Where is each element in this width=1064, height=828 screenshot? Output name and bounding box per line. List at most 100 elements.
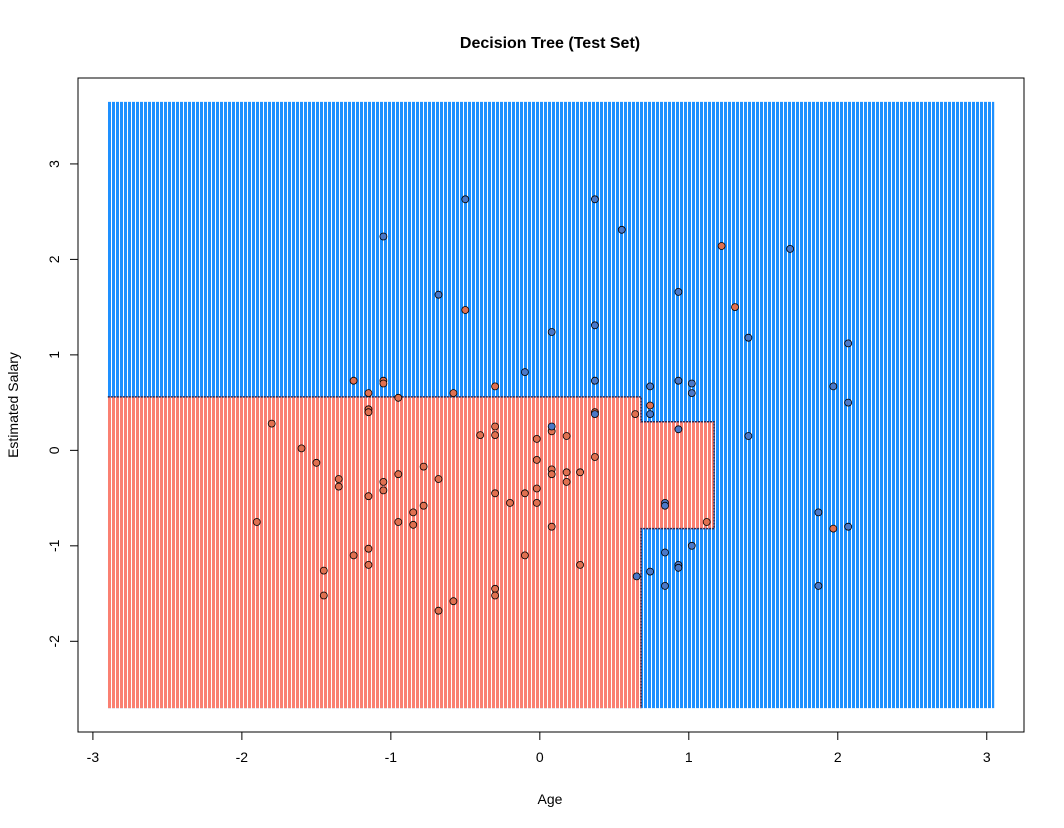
point-class-0: [409, 508, 418, 517]
point-class-0: [364, 492, 373, 501]
point-class-0: [419, 501, 428, 510]
point-class-0: [434, 475, 443, 483]
point-class-1: [461, 195, 470, 204]
point-class-0: [532, 455, 541, 464]
point-class-1: [814, 582, 823, 590]
point-class-0: [379, 477, 388, 486]
point-class-1: [646, 567, 654, 576]
point-class-0: [532, 484, 541, 493]
point-class-1: [829, 382, 838, 391]
plot-area: [107, 101, 995, 709]
point-class-1: [661, 582, 669, 590]
point-class-1: [844, 522, 853, 531]
x-axis-title: Age: [538, 791, 563, 807]
point-class-1: [632, 572, 641, 581]
point-class-0: [576, 561, 584, 569]
point-class-0: [394, 518, 403, 526]
point-class-1: [547, 422, 556, 431]
point-class-0: [267, 419, 276, 428]
point-class-0: [364, 408, 373, 417]
y-tick-label: -1: [46, 539, 62, 552]
point-class-0: [576, 468, 584, 477]
region-class-0-1: [641, 421, 715, 529]
point-class-1: [547, 328, 556, 336]
point-class-1: [434, 290, 443, 299]
point-class-0: [364, 389, 373, 398]
point-class-0: [349, 551, 358, 560]
point-class-1: [786, 244, 794, 253]
point-class-1: [674, 376, 683, 385]
point-class-0: [319, 566, 328, 575]
point-class-0: [491, 591, 500, 600]
point-class-0: [547, 522, 556, 531]
point-class-0: [631, 410, 640, 419]
point-class-1: [661, 548, 669, 557]
point-class-1: [591, 195, 599, 204]
y-axis: -2 -1 0 1 2 3: [46, 160, 79, 648]
point-class-1: [674, 425, 683, 434]
point-class-0: [349, 376, 358, 385]
x-tick-label: -3: [87, 749, 100, 765]
point-class-0: [297, 444, 306, 453]
x-tick-label: 2: [834, 749, 842, 765]
point-class-1: [646, 382, 654, 391]
point-class-1: [687, 379, 696, 388]
point-class-0: [491, 489, 500, 498]
point-class-0: [532, 434, 541, 443]
point-class-0: [379, 379, 388, 388]
point-class-1: [674, 287, 683, 296]
point-class-0: [434, 606, 443, 615]
x-axis: -3 -2 -1 0 1 2 3: [87, 731, 991, 765]
chart-title: Decision Tree (Test Set): [460, 35, 640, 52]
point-class-0: [562, 468, 571, 477]
point-class-0: [562, 477, 571, 486]
point-class-0: [491, 382, 500, 391]
point-class-0: [731, 303, 739, 312]
point-class-1: [591, 410, 599, 419]
point-class-0: [547, 470, 556, 479]
point-class-0: [506, 498, 514, 507]
x-tick-label: 3: [983, 749, 991, 765]
y-tick-label: 1: [46, 351, 62, 359]
point-class-0: [491, 431, 500, 440]
point-class-0: [319, 591, 328, 600]
point-class-0: [461, 306, 470, 314]
x-tick-label: -1: [385, 749, 398, 765]
point-class-0: [521, 489, 529, 498]
point-class-0: [532, 498, 541, 507]
point-class-0: [364, 561, 373, 569]
point-class-0: [646, 401, 654, 410]
region-class-0-0: [107, 396, 642, 709]
point-class-0: [591, 453, 599, 461]
point-class-1: [379, 232, 388, 241]
point-class-1: [591, 376, 599, 385]
point-class-1: [814, 508, 823, 517]
point-class-1: [687, 389, 696, 398]
point-class-1: [844, 398, 853, 407]
point-class-1: [617, 225, 626, 234]
point-class-0: [252, 518, 261, 526]
point-class-0: [476, 431, 485, 440]
y-tick-label: -2: [46, 635, 62, 648]
point-class-0: [562, 432, 571, 440]
point-class-0: [364, 544, 373, 553]
point-class-0: [449, 389, 458, 398]
point-class-1: [674, 563, 683, 572]
point-class-1: [646, 410, 654, 419]
point-class-0: [491, 422, 500, 431]
point-class-0: [419, 462, 428, 471]
y-tick-label: 3: [46, 160, 62, 168]
point-class-0: [491, 584, 500, 593]
y-axis-title: Estimated Salary: [5, 352, 21, 458]
point-class-0: [717, 242, 726, 250]
point-class-1: [521, 368, 529, 377]
x-tick-label: 0: [536, 749, 544, 765]
point-class-0: [409, 520, 418, 529]
point-class-0: [334, 482, 343, 491]
point-class-0: [312, 458, 321, 467]
point-class-0: [334, 475, 343, 483]
point-class-1: [744, 333, 753, 342]
y-tick-label: 2: [46, 255, 62, 263]
